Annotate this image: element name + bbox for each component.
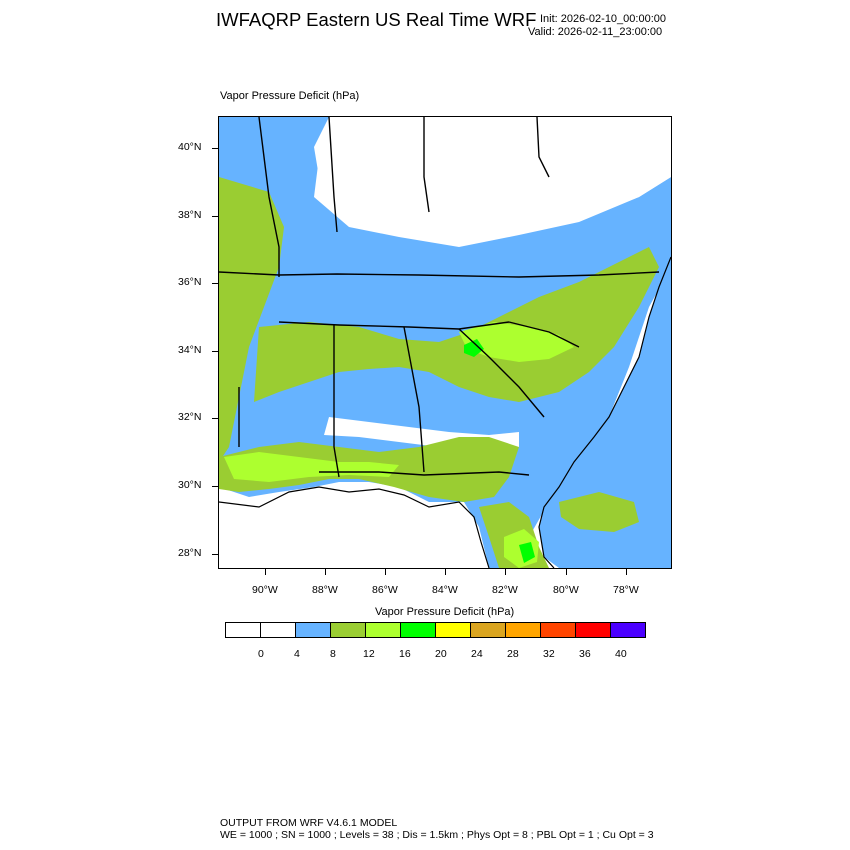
lat-label: 34°N [178,344,202,356]
colorbar-label: 16 [399,648,411,660]
colorbar-label: 40 [615,648,627,660]
colorbar-box [470,622,506,638]
colorbar-box [400,622,436,638]
model-info-line1: OUTPUT FROM WRF V4.6.1 MODEL [220,817,398,829]
lon-label: 86°W [372,584,398,596]
vpd-band-8-12-west [219,177,284,462]
lat-tick [212,351,218,352]
vpd-map [219,117,671,568]
lon-label: 88°W [312,584,338,596]
colorbar-label: 20 [435,648,447,660]
map-panel [218,116,672,569]
lat-tick [212,283,218,284]
lon-label: 90°W [252,584,278,596]
border-line [536,117,550,178]
lat-label: 36°N [178,276,202,288]
atlantic-ocean [539,257,671,568]
lat-tick [212,148,218,149]
border-line [333,325,340,478]
lat-label: 30°N [178,479,202,491]
colorbar-box [295,622,331,638]
vpd-band-12-16-gulfcoast [224,452,399,482]
colorbar-box [435,622,471,638]
border-line [458,328,545,418]
colorbar-box [575,622,611,638]
field-label: Vapor Pressure Deficit (hPa) [220,90,360,102]
lon-tick [325,569,326,575]
colorbar-label: 24 [471,648,483,660]
vpd-band-8-12-offshore [559,492,639,532]
lat-tick [212,418,218,419]
colorbar [225,622,646,638]
lon-tick [385,569,386,575]
colorbar-label: 32 [543,648,555,660]
colorbar-box [540,622,576,638]
vpd-band-16-20-florida [519,542,535,563]
border-line [219,271,660,278]
coastline [219,256,671,568]
lon-label: 80°W [553,584,579,596]
colorbar-label: 12 [363,648,375,660]
border-line [278,321,510,330]
lat-label: 38°N [178,209,202,221]
lon-tick [265,569,266,575]
colorbar-title: Vapor Pressure Deficit (hPa) [375,606,515,618]
border-line [508,321,580,348]
colorbar-label: 28 [507,648,519,660]
border-line [328,117,338,233]
plot-title: IWFAQRP Eastern US Real Time WRF [216,9,537,30]
lat-tick [212,486,218,487]
border-line [403,326,425,473]
vpd-low-pocket-north [314,117,671,235]
valid-time: Valid: 2026-02-11_23:00:00 [528,26,663,38]
colorbar-box [330,622,366,638]
colorbar-box [225,622,261,638]
border-line [319,471,530,476]
lon-tick [505,569,506,575]
vpd-band-8-12-central [254,247,659,402]
lon-tick [626,569,627,575]
colorbar-box [260,622,296,638]
colorbar-label: 8 [330,648,336,660]
colorbar-box [365,622,401,638]
vpd-band-12-16-northcarolina [459,322,574,362]
colorbar-label: 36 [579,648,591,660]
lat-label: 32°N [178,411,202,423]
lat-label: 40°N [178,141,202,153]
lon-label: 78°W [613,584,639,596]
colorbar-box [505,622,541,638]
lat-tick [212,554,218,555]
lon-tick [566,569,567,575]
border-line [423,117,430,213]
gulf-of-mexico [219,487,489,568]
lon-tick [445,569,446,575]
lat-label: 28°N [178,547,202,559]
init-time: Init: 2026-02-10_00:00:00 [540,13,666,25]
model-info-line2: WE = 1000 ; SN = 1000 ; Levels = 38 ; Di… [220,829,654,841]
lon-label: 82°W [492,584,518,596]
vpd-band-16-20-carolina [464,339,484,357]
colorbar-box [610,622,646,638]
lon-label: 84°W [432,584,458,596]
border-line [258,117,280,277]
lat-tick [212,216,218,217]
colorbar-label: 0 [258,648,264,660]
state-borders [219,117,660,478]
colorbar-label: 4 [294,648,300,660]
